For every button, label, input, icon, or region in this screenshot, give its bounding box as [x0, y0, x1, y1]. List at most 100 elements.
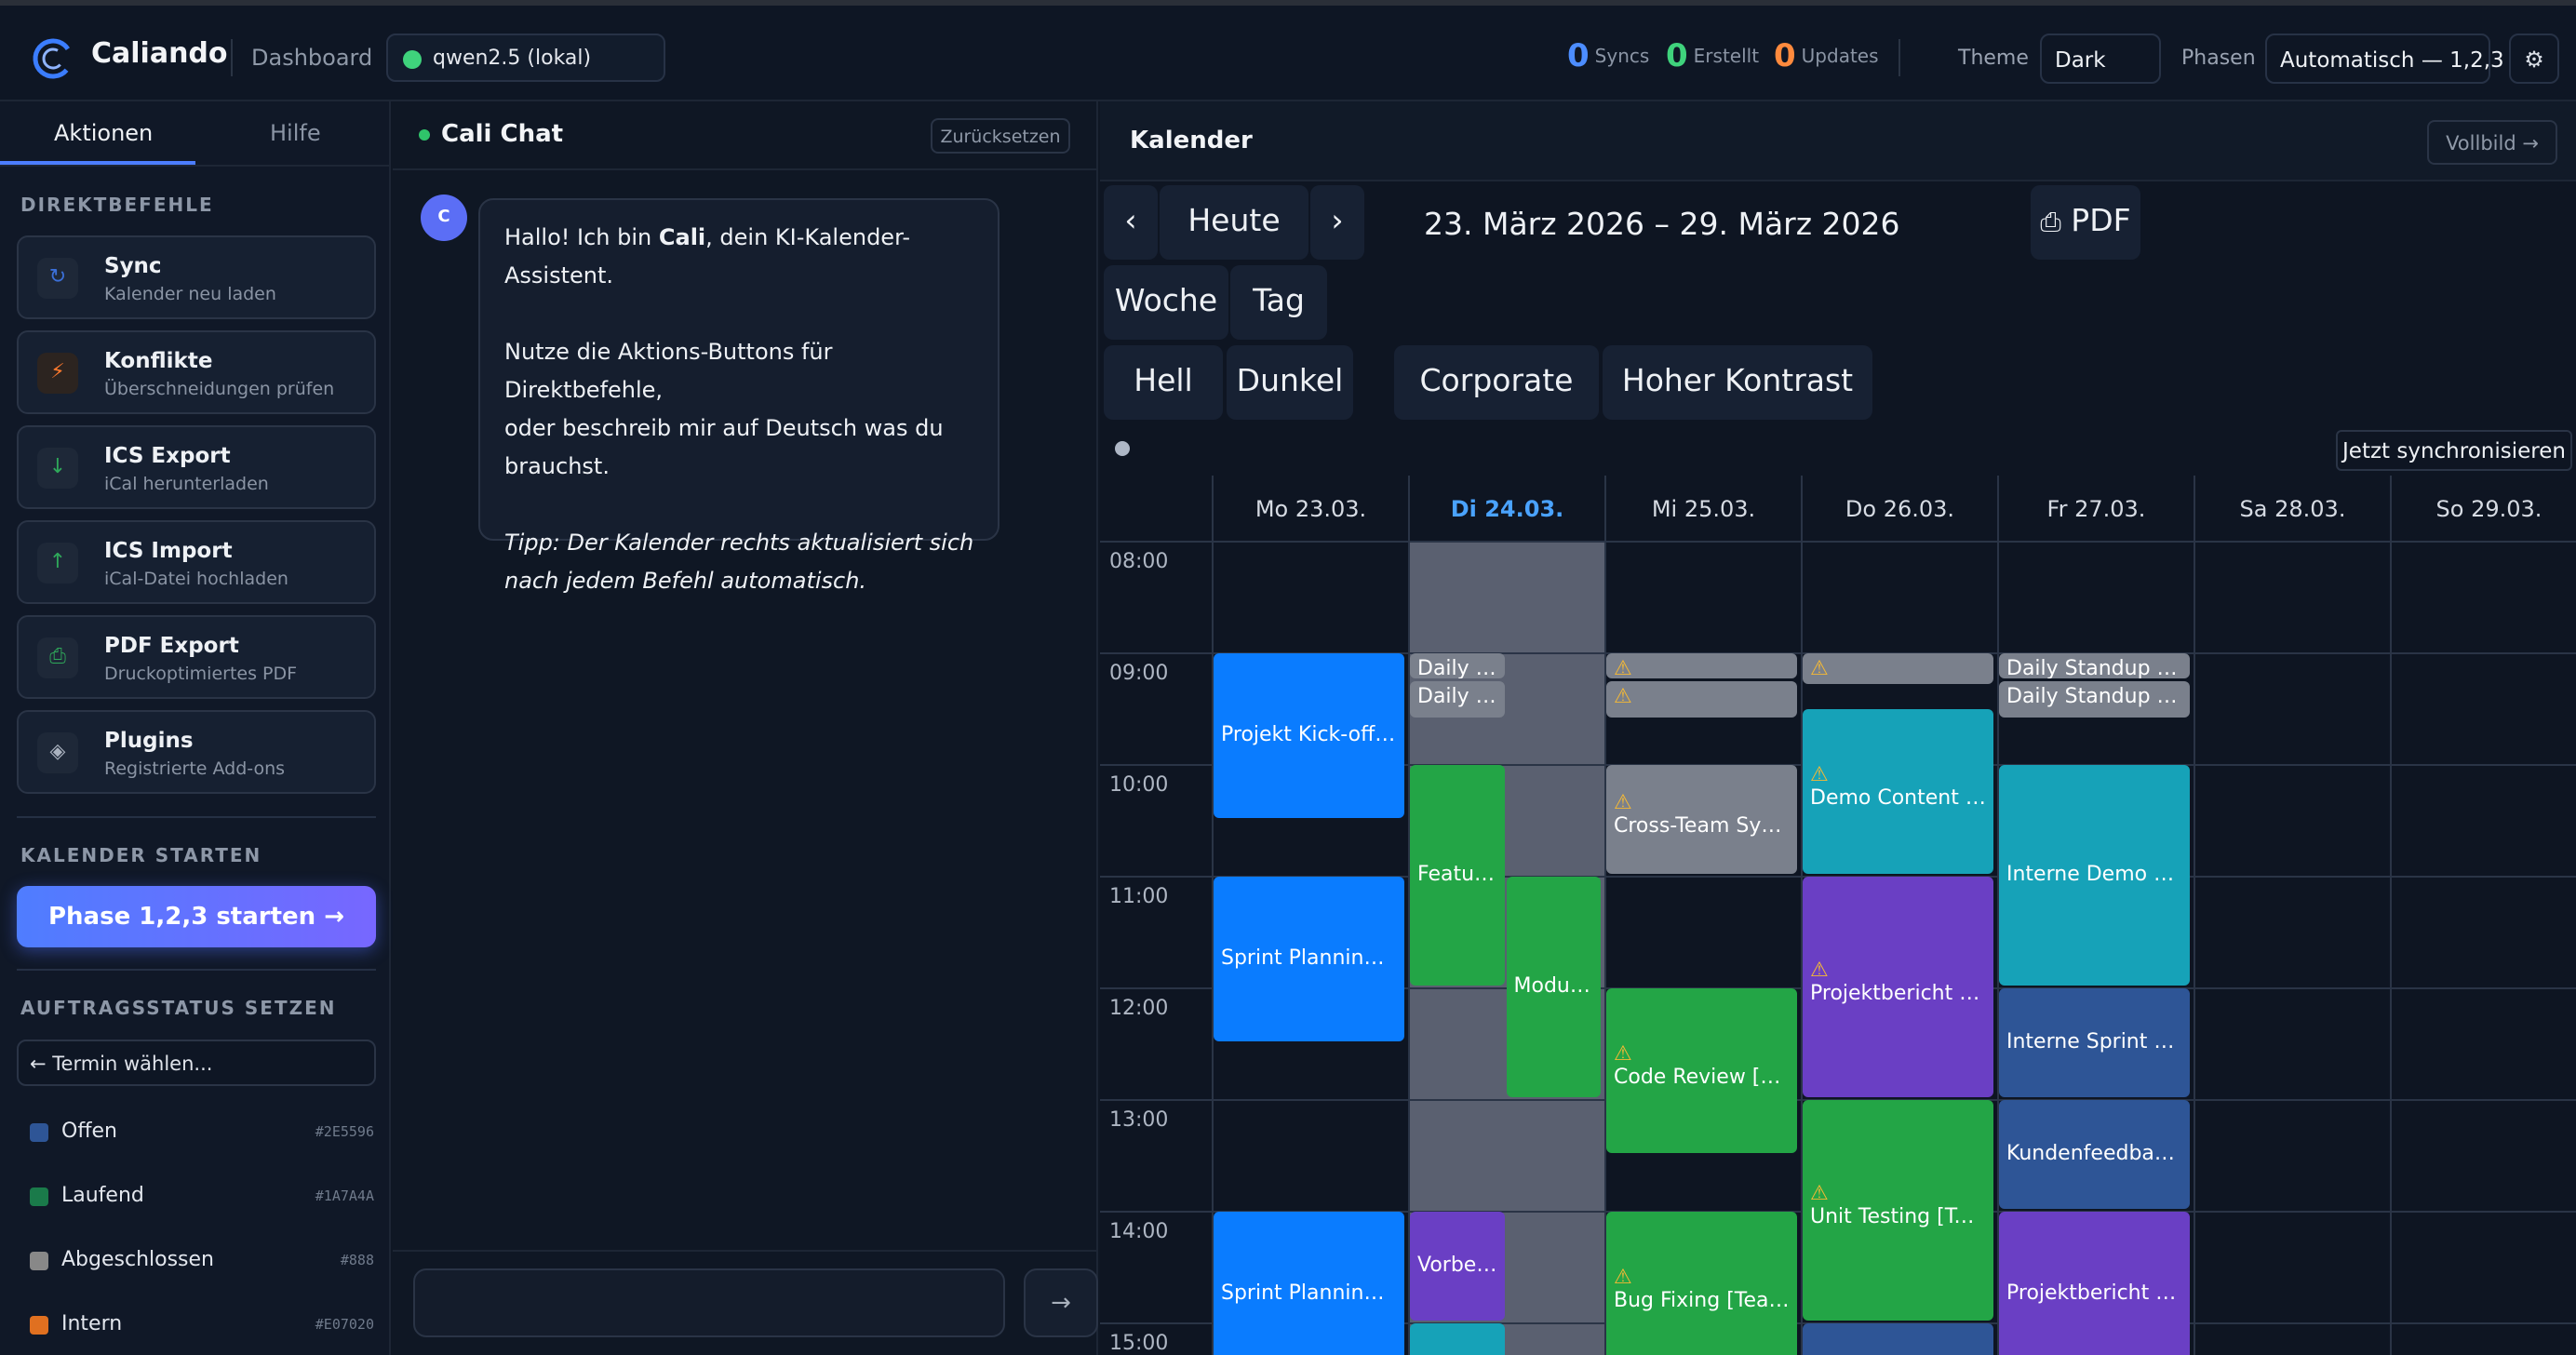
sync-now-button[interactable]: Jetzt synchronisieren	[2336, 430, 2572, 471]
left-sidebar: Aktionen Hilfe DIREKTBEFEHLE ↻ Sync Kale…	[0, 101, 391, 1355]
day-header[interactable]: Mi 25.03.	[1604, 476, 1801, 541]
event-title: Demo Content Vo...	[1810, 785, 1986, 810]
pdf-export-button[interactable]: ⎙ PDF Export Druckoptimiertes PDF	[17, 615, 376, 699]
bolt-icon: ⚡	[37, 353, 78, 394]
calendar-event[interactable]: Projektbericht Ers...	[1999, 1212, 2190, 1355]
theme-high-contrast-button[interactable]: Hoher Kontrast	[1603, 345, 1872, 420]
calendar-event[interactable]: Daily St...	[1410, 653, 1505, 678]
phasen-label: Phasen	[2181, 47, 2256, 70]
status-abgeschlossen[interactable]: Abgeschlossen #888	[30, 1248, 374, 1276]
breadcrumb-dashboard[interactable]: Dashboard	[251, 45, 373, 71]
calendar-event[interactable]: Featur...	[1410, 765, 1505, 986]
warning-icon: ⚠	[1614, 1266, 1632, 1289]
next-week-button[interactable]: ›	[1310, 185, 1364, 260]
phasen-select[interactable]: Automatisch — 1,2,3	[2265, 34, 2504, 84]
calendar-event[interactable]: ⚠ Unit Testing [Tea...	[1803, 1100, 1993, 1321]
calendar-event[interactable]: Sprint Planning [T...	[1214, 1212, 1404, 1355]
event-title: Sprint Planning [T...	[1221, 1281, 1397, 1305]
divider	[0, 165, 391, 167]
ics-import-button[interactable]: ↑ ICS Import iCal-Datei hochladen	[17, 520, 376, 604]
day-header[interactable]: Do 26.03.	[1801, 476, 1997, 541]
settings-button[interactable]: ⚙	[2509, 34, 2559, 84]
day-column-line	[1801, 476, 1803, 1355]
calendar-event[interactable]: ⚠Bug Fixing [Team B]	[1606, 1212, 1797, 1355]
calendar-event[interactable]: ⚠	[1606, 653, 1797, 678]
time-label: 09:00	[1109, 662, 1169, 685]
theme-hell-button[interactable]: Hell	[1104, 345, 1223, 420]
calendar-event[interactable]: ⚠Cross-Team Sync (...	[1606, 765, 1797, 874]
event-title: Daily St...	[1417, 657, 1505, 678]
calendar-event[interactable]: ⚠Code Review [Tea...	[1606, 988, 1797, 1153]
day-header[interactable]: Di 24.03.	[1408, 476, 1604, 541]
calendar-event[interactable]: Daily St...	[1410, 681, 1505, 718]
calendar-event[interactable]: Modul ...	[1506, 877, 1601, 1097]
theme-corporate-button[interactable]: Corporate	[1394, 345, 1599, 420]
warning-icon: ⚠	[1614, 657, 1632, 679]
tab-hilfe[interactable]: Hilfe	[270, 120, 321, 146]
calendar-event[interactable]: Sprint Planning [T...	[1214, 877, 1404, 1041]
section-title-start: KALENDER STARTEN	[20, 844, 262, 866]
conflicts-button[interactable]: ⚡ Konflikte Überschneidungen prüfen	[17, 330, 376, 414]
command-title: ICS Import	[104, 539, 233, 563]
divider	[17, 816, 376, 818]
sync-button[interactable]: ↻ Sync Kalender neu laden	[17, 235, 376, 319]
calendar-event[interactable]: Vorber...	[1410, 1212, 1505, 1321]
calendar-event[interactable]: ⚠Projektbericht Dat...	[1803, 877, 1993, 1097]
chat-header: Cali Chat Zurücksetzen	[393, 101, 1098, 170]
view-week-button[interactable]: Woche	[1104, 265, 1228, 340]
tab-aktionen[interactable]: Aktionen	[54, 120, 154, 146]
plugins-button[interactable]: ◈ Plugins Registrierte Add-ons	[17, 710, 376, 794]
model-selector[interactable]: qwen2.5 (lokal)	[386, 34, 665, 82]
status-laufend[interactable]: Laufend #1A7A4A	[30, 1184, 374, 1212]
calendar-event[interactable]: Interne Demo Vor...	[1999, 765, 2190, 986]
stat-syncs: 0 Syncs	[1567, 37, 1650, 74]
send-button[interactable]: →	[1024, 1268, 1098, 1337]
calendar-event[interactable]	[1410, 1323, 1505, 1355]
model-name: qwen2.5 (lokal)	[433, 47, 592, 70]
theme-dunkel-button[interactable]: Dunkel	[1227, 345, 1353, 420]
time-label: 11:00	[1109, 885, 1169, 908]
calendar-event[interactable]: Kundenfeedback ...	[1999, 1100, 2190, 1209]
status-intern[interactable]: Intern #E07020	[30, 1312, 374, 1340]
pdf-button[interactable]: ⎙ PDF	[2031, 185, 2140, 260]
week-grid: 08:00 09:00 10:00 11:00 12:00 13:00 14:00 15:00…	[1100, 476, 2576, 1355]
calendar-title: Kalender	[1130, 127, 1253, 154]
time-label: 14:00	[1109, 1220, 1169, 1243]
command-subtitle: iCal-Datei hochladen	[104, 569, 288, 589]
fullscreen-button[interactable]: Vollbild →	[2427, 120, 2557, 165]
chat-input[interactable]	[413, 1268, 1005, 1337]
download-icon: ↓	[37, 448, 78, 489]
day-column-line	[1997, 476, 1999, 1355]
start-phase-button[interactable]: Phase 1,2,3 starten →	[17, 886, 376, 947]
chat-message: Hallo! Ich bin Cali, dein KI-Kalender-As…	[478, 198, 1000, 594]
termin-select[interactable]: ← Termin wählen...	[17, 1040, 376, 1086]
day-header[interactable]: Fr 27.03.	[1997, 476, 2194, 541]
warning-icon: ⚠	[1810, 763, 1829, 786]
reset-button[interactable]: Zurücksetzen	[931, 118, 1070, 154]
calendar-event[interactable]: ⚠Demo Content Vo...	[1803, 709, 1993, 874]
time-label: 10:00	[1109, 773, 1169, 797]
event-title: Sprint Planning [T...	[1221, 946, 1397, 970]
ics-export-button[interactable]: ↓ ICS Export iCal herunterladen	[17, 425, 376, 509]
event-title: Bug Fixing [Team B]	[1614, 1288, 1790, 1312]
event-title: Kundenfeedback ...	[2006, 1141, 2182, 1165]
calendar-event[interactable]: ⚠	[1606, 681, 1797, 718]
top-bar: Caliando Dashboard qwen2.5 (lokal) 0 Sync…	[0, 0, 2576, 101]
status-hex: #2E5596	[315, 1123, 374, 1140]
day-header[interactable]: Sa 28.03.	[2194, 476, 2390, 541]
day-header[interactable]: So 29.03.	[2390, 476, 2576, 541]
calendar-event[interactable]	[1803, 1323, 1993, 1355]
theme-select[interactable]: Dark	[2040, 34, 2161, 84]
calendar-event[interactable]: Daily Standup [Te...	[1999, 681, 2190, 718]
status-offen[interactable]: Offen #2E5596	[30, 1120, 374, 1147]
calendar-event[interactable]: Interne Sprint De...	[1999, 988, 2190, 1097]
calendar-event[interactable]: Daily Standup [Te...	[1999, 653, 2190, 678]
view-day-button[interactable]: Tag	[1230, 265, 1327, 340]
avatar: C	[421, 195, 467, 241]
day-header[interactable]: Mo 23.03.	[1212, 476, 1408, 541]
calendar-event[interactable]: Projekt Kick-off (A...	[1214, 653, 1404, 818]
calendar-event[interactable]: ⚠	[1803, 653, 1993, 684]
prev-week-button[interactable]: ‹	[1104, 185, 1158, 260]
today-button[interactable]: Heute	[1160, 185, 1308, 260]
calendar-panel: Kalender Vollbild → ‹ Heute › 23. März 2…	[1100, 101, 2576, 1355]
